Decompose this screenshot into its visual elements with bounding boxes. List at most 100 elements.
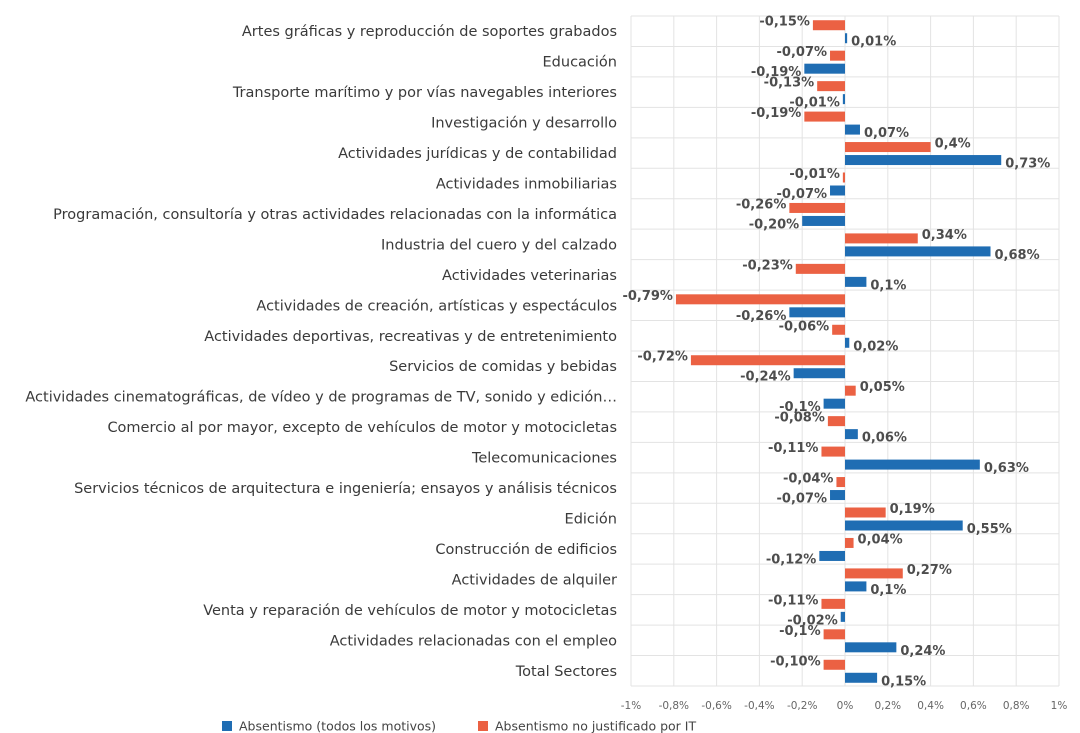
legend-swatch [478, 721, 488, 731]
value-label: -0,13% [764, 76, 815, 91]
bar [845, 642, 897, 653]
category-label: Artes gráficas y reproducción de soporte… [242, 24, 617, 40]
bar [821, 446, 845, 457]
value-label: -0,15% [759, 15, 810, 30]
bar [830, 185, 845, 196]
value-label: 0,63% [984, 461, 1029, 476]
bar [823, 659, 845, 670]
value-label: -0,12% [766, 552, 817, 567]
value-label: 0,73% [1005, 157, 1050, 172]
bar [823, 398, 845, 409]
bar [821, 598, 845, 609]
value-label: 0,4% [935, 137, 971, 152]
bar [836, 477, 845, 488]
category-label: Educación [543, 55, 617, 71]
value-label: 0,55% [967, 522, 1012, 537]
bar [789, 307, 845, 318]
bar [845, 337, 850, 348]
bar [845, 429, 858, 440]
value-label: -0,10% [770, 654, 821, 669]
bar [842, 94, 845, 105]
bar [830, 50, 845, 61]
bar [812, 20, 845, 31]
value-label: -0,26% [736, 309, 787, 324]
value-label: -0,07% [777, 187, 828, 202]
category-label: Actividades de alquiler [452, 572, 617, 588]
bar [845, 520, 963, 531]
value-label: 0,19% [890, 502, 935, 517]
category-label: Venta y reparación de vehículos de motor… [203, 603, 617, 619]
category-label: Investigación y desarrollo [431, 116, 617, 132]
bar [845, 459, 980, 470]
x-tick-label: 0,8% [1003, 700, 1030, 712]
bar [845, 246, 991, 257]
bar [845, 233, 918, 244]
x-tick-label: -0,6% [701, 700, 731, 712]
bar [845, 537, 854, 548]
value-label: 0,68% [995, 248, 1040, 263]
x-tick-label: 0% [837, 700, 854, 712]
bar [845, 568, 903, 579]
legend-swatch [222, 721, 232, 731]
value-label: -0,06% [779, 319, 830, 334]
category-label: Programación, consultoría y otras activi… [53, 207, 617, 223]
x-tick-label: 0,6% [960, 700, 987, 712]
category-label: Actividades veterinarias [442, 268, 617, 284]
x-tick-label: 1% [1051, 700, 1068, 712]
value-label: 0,1% [870, 583, 906, 598]
category-label: Servicios técnicos de arquitectura e ing… [74, 481, 617, 497]
value-label: -0,02% [787, 613, 838, 628]
category-label: Actividades cinematográficas, de vídeo y… [25, 390, 617, 406]
value-label: -0,23% [742, 258, 793, 273]
value-label: -0,11% [768, 593, 819, 608]
value-label: -0,01% [789, 167, 840, 182]
bar [804, 111, 845, 122]
bar [845, 276, 867, 287]
value-label: 0,01% [851, 35, 896, 50]
category-label: Construcción de edificios [435, 542, 617, 558]
value-label: -0,04% [783, 472, 834, 487]
category-label: Industria del cuero y del calzado [381, 237, 617, 253]
bar [795, 263, 845, 274]
category-label: Total Sectores [515, 664, 617, 680]
category-label: Telecomunicaciones [471, 451, 617, 467]
value-label: 0,34% [922, 228, 967, 243]
x-tick-label: 0,4% [917, 700, 944, 712]
value-label: -0,07% [777, 492, 828, 507]
value-label: -0,07% [777, 45, 828, 60]
value-label: -0,24% [740, 370, 791, 385]
legend-label: Absentismo no justificado por IT [495, 719, 696, 733]
value-label: -0,1% [779, 624, 820, 639]
x-tick-label: -1% [621, 700, 641, 712]
value-label: -0,26% [736, 197, 787, 212]
category-label: Actividades relacionadas con el empleo [330, 633, 617, 649]
bar [817, 81, 845, 92]
value-label: -0,1% [779, 400, 820, 415]
value-label: 0,07% [864, 126, 909, 141]
bar [845, 507, 886, 518]
bar [845, 124, 860, 135]
x-tick-label: 0,2% [874, 700, 901, 712]
value-label: 0,1% [870, 278, 906, 293]
bar [675, 294, 845, 305]
bar [845, 581, 867, 592]
value-label: 0,24% [900, 644, 945, 659]
bar [840, 611, 845, 622]
bar [845, 672, 878, 683]
value-label: -0,01% [789, 96, 840, 111]
value-label: -0,08% [774, 411, 825, 426]
value-label: 0,02% [853, 339, 898, 354]
bar [690, 355, 845, 366]
category-label: Transporte marítimo y por vías navegable… [232, 85, 617, 101]
bar [845, 155, 1002, 166]
value-label: -0,19% [751, 106, 802, 121]
bar [827, 416, 845, 427]
bar [845, 385, 856, 396]
bar [819, 550, 845, 561]
bar [793, 368, 845, 379]
category-label: Servicios de comidas y bebidas [389, 359, 617, 375]
value-label: 0,27% [907, 563, 952, 578]
value-label: -0,19% [751, 65, 802, 80]
category-label: Actividades de creación, artísticas y es… [256, 298, 617, 314]
